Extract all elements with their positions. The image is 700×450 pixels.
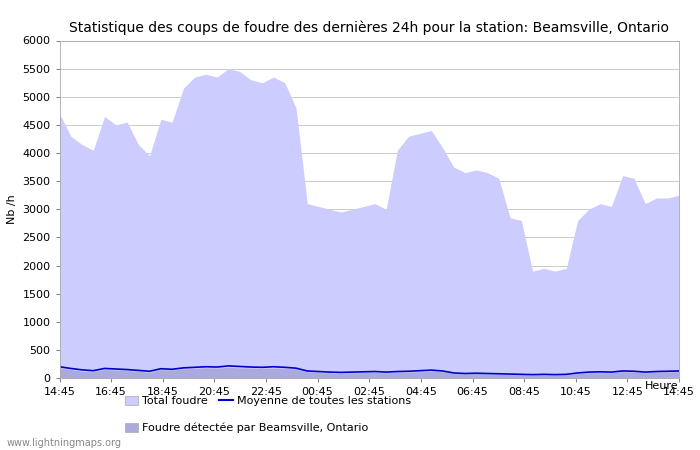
Legend: Foudre détectée par Beamsville, Ontario: Foudre détectée par Beamsville, Ontario	[125, 423, 369, 433]
Text: www.lightningmaps.org: www.lightningmaps.org	[7, 438, 122, 448]
Text: Heure: Heure	[645, 382, 679, 392]
Legend: Total foudre, Moyenne de toutes les stations: Total foudre, Moyenne de toutes les stat…	[125, 396, 411, 406]
Title: Statistique des coups de foudre des dernières 24h pour la station: Beamsville, O: Statistique des coups de foudre des dern…	[69, 21, 669, 35]
Y-axis label: Nb /h: Nb /h	[7, 194, 17, 224]
